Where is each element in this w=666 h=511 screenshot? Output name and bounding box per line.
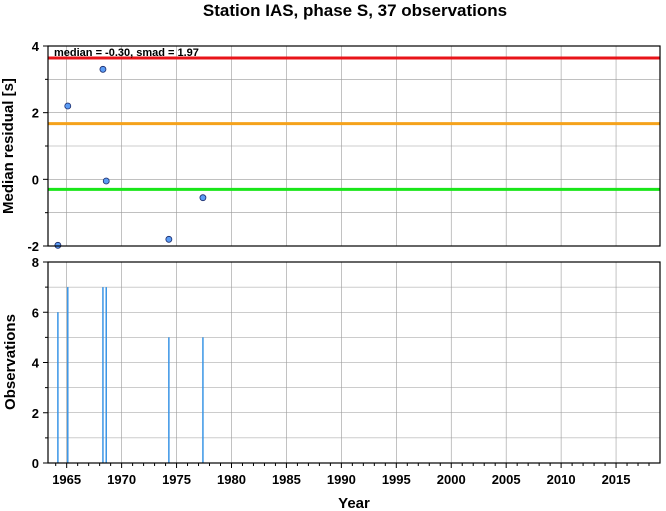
residual-y-tick-label: 0 <box>32 172 39 187</box>
year-x-tick-label: 1995 <box>382 472 411 487</box>
residual-reference-lines <box>48 56 660 191</box>
residual-y-axis-label: Median residual [s] <box>0 78 17 214</box>
observations-grid <box>48 262 660 463</box>
year-x-tick-label: 1990 <box>327 472 356 487</box>
year-x-tick-label: 1985 <box>272 472 301 487</box>
chart-title: Station IAS, phase S, 37 observations <box>203 1 507 20</box>
year-x-ticks: 1965 1970 1975 1980 1985 1990 1995 2000 2005 2010… <box>52 463 650 487</box>
residual-point <box>54 241 62 249</box>
observations-y-tick-label: 2 <box>32 406 39 421</box>
residual-points <box>54 65 207 249</box>
residual-point <box>199 194 207 202</box>
residual-point <box>99 65 107 73</box>
residual-point <box>102 177 110 185</box>
observations-y-tick-label: 6 <box>32 305 39 320</box>
residual-y-tick-label: -2 <box>27 239 39 254</box>
residual-panel: -2 0 2 4 median = -0.30, smad = 1.97 Median… <box>0 39 661 254</box>
year-x-tick-label: 2000 <box>437 472 466 487</box>
residual-y-ticks: -2 0 2 4 <box>27 39 48 254</box>
observations-panel: 0 2 4 6 8 1965 1970 1975 1980 1985 1990 1995 2000 20… <box>2 255 661 511</box>
observations-y-tick-label: 8 <box>32 255 39 270</box>
observations-y-tick-label: 0 <box>32 456 39 471</box>
year-x-tick-label: 1970 <box>107 472 136 487</box>
residual-point <box>165 235 173 243</box>
observations-y-ticks: 0 2 4 6 8 <box>32 255 48 471</box>
year-x-tick-label: 2010 <box>547 472 576 487</box>
year-x-tick-label: 2005 <box>492 472 521 487</box>
residual-grid <box>48 46 660 246</box>
year-x-tick-label: 1975 <box>162 472 191 487</box>
observations-y-tick-label: 4 <box>32 356 40 371</box>
residual-y-tick-label: 2 <box>32 106 39 121</box>
year-x-tick-label: 2015 <box>602 472 631 487</box>
year-x-tick-label: 1980 <box>217 472 246 487</box>
residual-annotation: median = -0.30, smad = 1.97 <box>54 47 199 59</box>
x-axis-label: Year <box>338 495 370 511</box>
observations-bars <box>57 287 204 463</box>
residual-y-tick-label: 4 <box>32 39 40 54</box>
residual-point <box>64 102 72 110</box>
year-x-tick-label: 1965 <box>52 472 81 487</box>
observations-y-axis-label: Observations <box>2 314 19 410</box>
